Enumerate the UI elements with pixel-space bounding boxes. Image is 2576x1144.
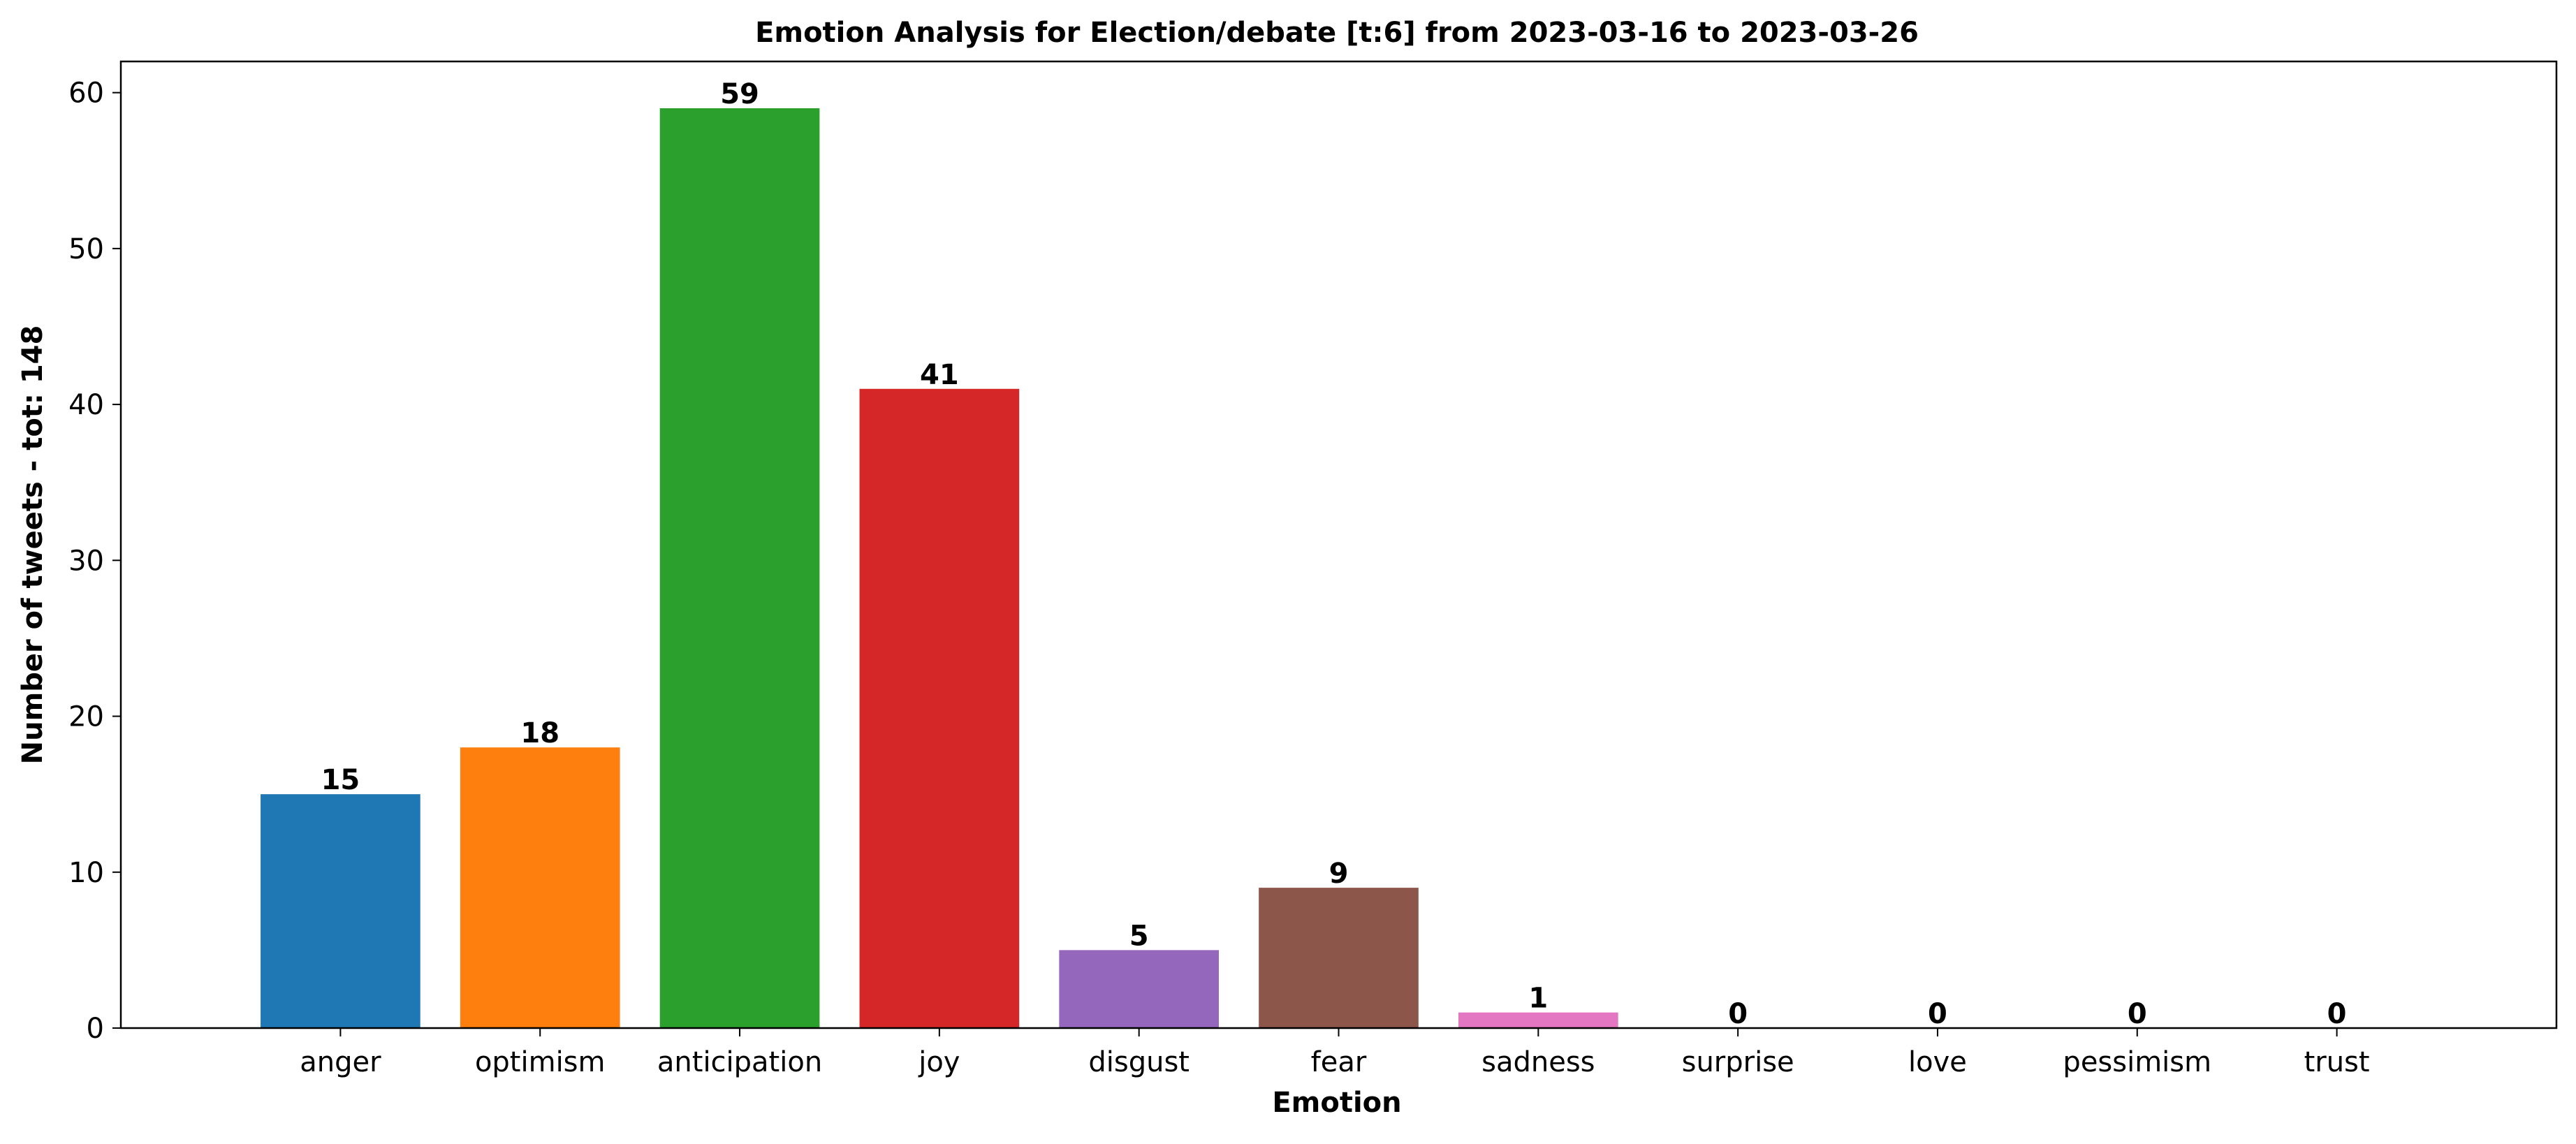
y-tick-label-30: 30 bbox=[68, 545, 104, 577]
x-tick-label-disgust: disgust bbox=[1088, 1046, 1190, 1078]
value-label-trust: 0 bbox=[2327, 998, 2347, 1030]
x-tick-label-anger: anger bbox=[300, 1046, 381, 1078]
x-tick-label-trust: trust bbox=[2304, 1046, 2370, 1078]
value-label-disgust: 5 bbox=[1129, 920, 1149, 952]
y-tick-label-20: 20 bbox=[68, 701, 104, 733]
y-tick-label-50: 50 bbox=[68, 233, 104, 265]
x-tick-label-fear: fear bbox=[1311, 1046, 1367, 1078]
y-tick-label-10: 10 bbox=[68, 857, 104, 889]
value-label-fear: 9 bbox=[1329, 858, 1349, 890]
x-tick-label-anticipation: anticipation bbox=[657, 1046, 822, 1078]
value-label-love: 0 bbox=[1928, 998, 1947, 1030]
bar-joy bbox=[859, 388, 1020, 1028]
y-tick-label-60: 60 bbox=[68, 78, 104, 110]
plot-frame bbox=[119, 60, 2558, 1029]
bar-fear bbox=[1259, 888, 1419, 1028]
value-label-sadness: 1 bbox=[1528, 983, 1548, 1015]
y-tick-label-0: 0 bbox=[87, 1013, 104, 1045]
y-axis-label: Number of tweets - tot: 148 bbox=[17, 325, 49, 765]
value-label-anticipation: 59 bbox=[720, 78, 759, 110]
x-tick-label-joy: joy bbox=[918, 1046, 960, 1078]
value-label-optimism: 18 bbox=[520, 717, 559, 749]
x-tick-label-optimism: optimism bbox=[475, 1046, 606, 1078]
value-label-surprise: 0 bbox=[1728, 998, 1748, 1030]
x-tick-label-love: love bbox=[1908, 1046, 1967, 1078]
x-axis-label: Emotion bbox=[1272, 1087, 1401, 1119]
bar-sadness bbox=[1458, 1012, 1618, 1028]
bar-optimism bbox=[460, 747, 620, 1028]
value-label-pessimism: 0 bbox=[2128, 998, 2147, 1030]
chart-title: Emotion Analysis for Election/debate [t:… bbox=[755, 17, 1919, 49]
plot-area: 15 anger 18 optimism 59 anticipation 41 joy 5 dis… bbox=[68, 78, 2370, 1078]
x-tick-label-surprise: surprise bbox=[1682, 1046, 1794, 1078]
x-tick-label-sadness: sadness bbox=[1481, 1046, 1595, 1078]
bar-disgust bbox=[1059, 950, 1220, 1028]
bar-anticipation bbox=[659, 108, 820, 1028]
bar-anger bbox=[261, 794, 420, 1028]
y-tick-label-40: 40 bbox=[68, 389, 104, 421]
value-label-joy: 41 bbox=[920, 359, 959, 391]
value-label-anger: 15 bbox=[321, 764, 360, 796]
x-tick-label-pessimism: pessimism bbox=[2063, 1046, 2211, 1078]
